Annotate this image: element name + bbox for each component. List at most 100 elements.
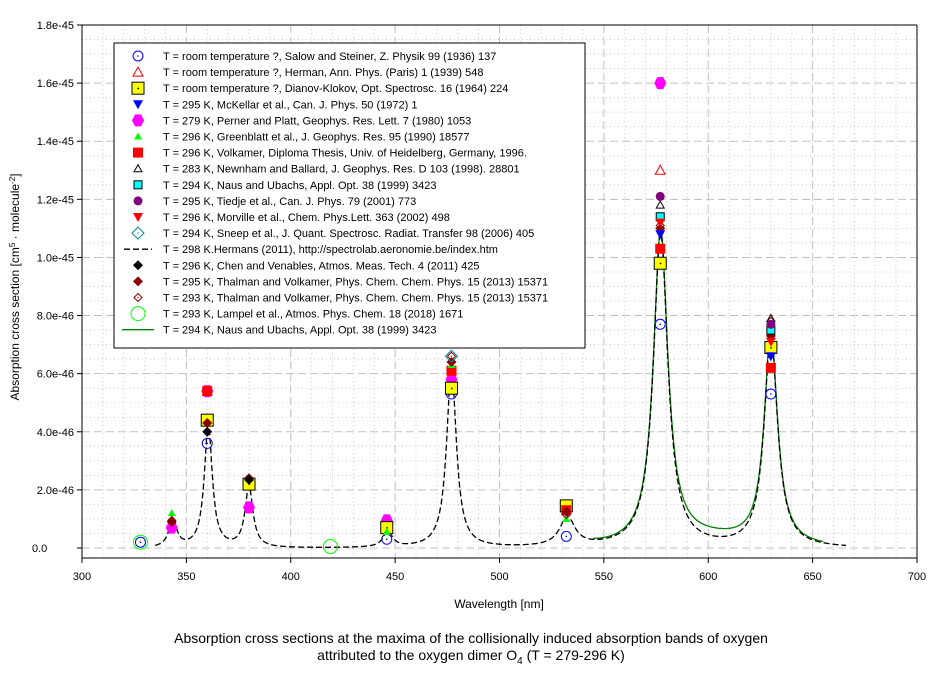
data-point-series-12-dot: [450, 355, 453, 357]
legend-marker-7: [133, 147, 143, 158]
legend-marker-5: [132, 114, 144, 127]
y-tick-label: 1.4e-45: [37, 136, 74, 148]
x-tick-label: 500: [490, 571, 508, 583]
x-tick-label: 600: [699, 571, 717, 583]
data-point-series-11: [655, 218, 666, 228]
caption-line-2: attributed to the oxygen dimer O4 (T = 2…: [317, 647, 625, 667]
data-point-series-7: [765, 362, 776, 373]
data-point-series-8: [655, 200, 666, 209]
legend-marker-12-dot: [137, 232, 139, 234]
legend-entry-label: T = room temperature ?, Herman, Ann. Phy…: [163, 67, 483, 79]
data-point-series-3-dot: [770, 347, 772, 349]
legend-entry-label: T = 295 K, McKellar et al., Can. J. Phys…: [163, 99, 417, 111]
y-axis-title: Absorption cross section [cm5 · molecule…: [8, 173, 23, 400]
data-markers: [132, 77, 778, 555]
legend-entry-label: T = 293 K, Lampel et al., Atmos. Phys. C…: [163, 309, 463, 321]
x-tick-label: 350: [177, 571, 195, 583]
caption-line-1: Absorption cross sections at the maxima …: [174, 630, 768, 646]
data-point-series-1-dot: [659, 323, 662, 326]
legend-entry-label: T = 283 K, Newnham and Ballard, J. Geoph…: [163, 164, 520, 176]
legend: T = room temperature ?, Salow and Steine…: [113, 42, 586, 349]
legend-entry-label: T = 293 K, Thalman and Volkamer, Phys. C…: [163, 293, 548, 305]
data-point-series-16-dot: [171, 519, 173, 522]
y-tick-label: 1.6e-45: [37, 78, 74, 90]
legend-box: [113, 42, 586, 349]
y-axis-title-part: Absorption cross section [cm: [8, 247, 22, 400]
y-axis-title-part: ]: [8, 173, 22, 176]
data-point-series-4: [765, 352, 776, 362]
data-point-series-1-dot: [385, 538, 388, 541]
data-point-series-7: [655, 243, 666, 254]
data-point-series-6: [167, 509, 176, 517]
y-tick-label: 8.0e-46: [37, 311, 74, 323]
data-point-series-1-dot: [206, 442, 209, 445]
data-point-series-16: [655, 220, 665, 231]
data-point-series-5: [165, 521, 178, 534]
x-tick-label: 300: [73, 571, 91, 583]
legend-entry-label: T = 294 K, Naus and Ubachs, Appl. Opt. 3…: [163, 325, 436, 337]
y-axis-title-superscript: -2: [8, 176, 17, 184]
data-point-series-14: [202, 426, 213, 437]
x-axis-ticks: 300 350 400 450 500 550 600 650 700: [73, 558, 926, 583]
data-point-series-15: [561, 506, 572, 517]
data-point-series-5: [654, 77, 667, 90]
y-axis-ticks: 0.0 2.0e-46 4.0e-46 6.0e-46 8.0e-46 1.0e-45 1.…: [32, 20, 82, 555]
data-point-series-1: [560, 530, 572, 542]
data-point-series-15: [202, 418, 213, 429]
data-point-series-2: [654, 164, 667, 175]
hermans-spectrum-line: [154, 232, 847, 548]
data-point-series-1-dot: [770, 393, 772, 395]
y-axis-title-part: · molecule: [8, 184, 22, 243]
legend-entry-label: T = 298 K.Hermans (2011), http://spectro…: [163, 244, 498, 256]
legend-entry-label: T = 294 K, Sneep et al., J. Quant. Spect…: [163, 228, 534, 240]
legend-marker-1: [132, 50, 144, 62]
legend-marker-11: [133, 213, 143, 222]
spectra-curves: [154, 228, 847, 548]
data-point-series-17: [132, 534, 148, 550]
legend-entry-label: T = 296 K, Morville et al., Chem. Phys.L…: [163, 212, 450, 224]
legend-marker-17: [130, 306, 146, 322]
legend-entry-label: T = 294 K, Naus and Ubachs, Appl. Opt. 3…: [163, 180, 436, 192]
x-tick-label: 650: [803, 571, 821, 583]
data-point-series-4: [655, 230, 666, 240]
x-tick-label: 400: [282, 571, 300, 583]
data-point-series-3-dot: [386, 527, 388, 529]
legend-marker-16-dot: [137, 296, 139, 299]
data-point-series-1-dot: [139, 541, 142, 543]
legend-marker-4: [133, 100, 143, 110]
data-point-series-14: [244, 474, 254, 485]
y-tick-label: 1.8e-45: [37, 20, 74, 32]
data-point-series-16: [561, 509, 572, 520]
legend-marker-9: [133, 180, 143, 190]
legend-entry-label: T = 279 K, Perner and Platt, Geophys. Re…: [163, 115, 471, 127]
legend-marker-16: [133, 292, 143, 303]
data-point-series-16-dot: [565, 513, 567, 516]
data-point-series-16: [446, 351, 457, 361]
legend-marker-3-dot: [137, 87, 139, 90]
data-point-series-11: [765, 337, 776, 347]
data-point-series-7: [446, 365, 457, 376]
data-point-series-1: [765, 388, 777, 400]
x-axis-title: Wavelength [nm]: [454, 597, 544, 611]
legend-marker-14: [133, 260, 143, 271]
data-point-series-1-dot: [565, 535, 568, 538]
legend-entry-label: T = 295 K, Tiedje et al., Can. J. Phys. …: [163, 196, 416, 208]
y-tick-label: 4.0e-46: [37, 427, 74, 439]
legend-entry-label: T = 296 K, Chen and Venables, Atmos. Mea…: [163, 260, 479, 272]
legend-entry-label: T = room temperature ?, Dianov-Klokov, O…: [163, 83, 508, 95]
legend-marker-10: [133, 196, 143, 206]
data-point-series-1: [654, 318, 666, 330]
legend-entry-label: T = 296 K, Volkamer, Diploma Thesis, Uni…: [163, 148, 527, 160]
y-tick-label: 2.0e-46: [37, 485, 74, 497]
y-axis-title-superscript: 5: [8, 242, 17, 247]
data-point-series-10: [655, 191, 665, 201]
legend-marker-6: [134, 132, 142, 140]
x-tick-label: 550: [595, 571, 613, 583]
y-tick-label: 0.0: [32, 543, 47, 555]
legend-entry-label: T = room temperature ?, Salow and Steine…: [163, 51, 496, 63]
data-point-series-1: [134, 536, 146, 548]
x-tick-label: 450: [386, 571, 404, 583]
x-tick-label: 700: [908, 571, 926, 583]
data-point-series-5: [243, 501, 255, 514]
